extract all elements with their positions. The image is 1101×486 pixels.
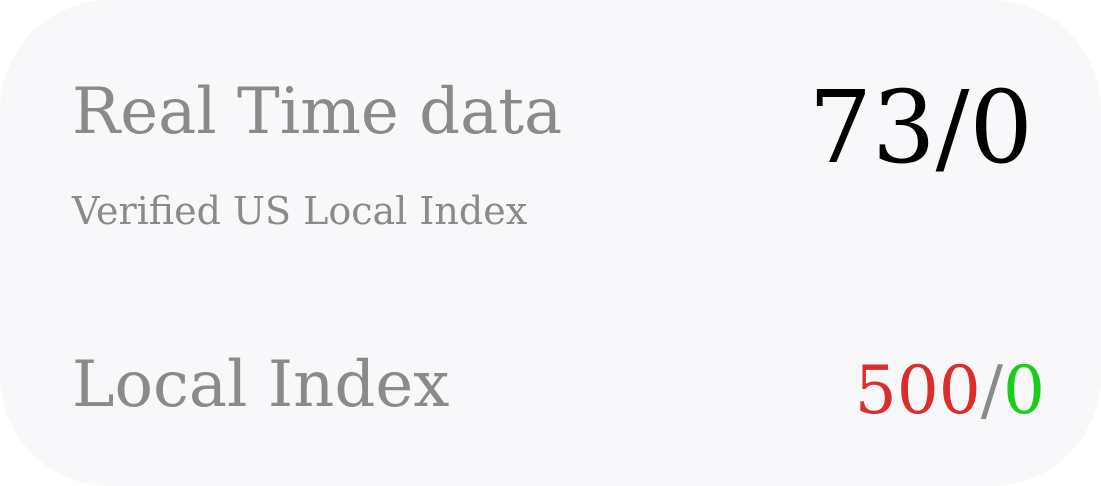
local-index-label: Local Index: [72, 348, 450, 422]
local-index-value: 500/0: [855, 350, 1045, 432]
real-time-subtitle: Verified US Local Index: [72, 189, 528, 233]
local-index-value-right: 0: [1003, 352, 1045, 429]
local-index-value-left: 500: [854, 352, 981, 429]
real-time-title: Real Time data: [72, 75, 563, 149]
local-index-separator: /: [980, 352, 1003, 429]
real-time-value: 73/0: [808, 69, 1033, 186]
